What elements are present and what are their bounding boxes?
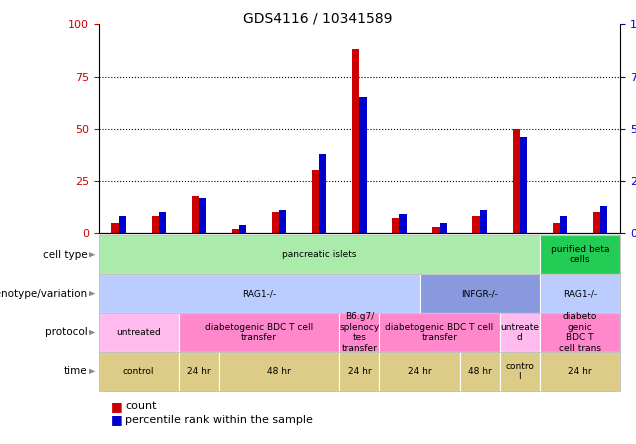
Bar: [319, 154, 326, 233]
Bar: [560, 216, 567, 233]
Text: 24 hr: 24 hr: [568, 367, 591, 376]
Bar: [232, 229, 239, 233]
Text: 48 hr: 48 hr: [267, 367, 291, 376]
Text: INFGR-/-: INFGR-/-: [461, 289, 498, 298]
Bar: [312, 170, 319, 233]
Text: 24 hr: 24 hr: [408, 367, 431, 376]
Bar: [513, 129, 520, 233]
Bar: [439, 223, 447, 233]
Text: B6.g7/
splenocy
tes
transfer: B6.g7/ splenocy tes transfer: [339, 312, 380, 353]
Bar: [111, 223, 119, 233]
Text: 24 hr: 24 hr: [187, 367, 211, 376]
Text: diabetogenic BDC T cell
transfer: diabetogenic BDC T cell transfer: [205, 323, 313, 342]
Bar: [593, 212, 600, 233]
Text: genotype/variation: genotype/variation: [0, 289, 88, 299]
Bar: [553, 223, 560, 233]
Text: untreate
d: untreate d: [501, 323, 539, 342]
Bar: [352, 49, 359, 233]
Bar: [520, 137, 527, 233]
Text: contro
l: contro l: [506, 361, 534, 381]
Bar: [279, 210, 286, 233]
Text: RAG1-/-: RAG1-/-: [242, 289, 276, 298]
Text: count: count: [125, 401, 157, 411]
Text: untreated: untreated: [116, 328, 161, 337]
Text: percentile rank within the sample: percentile rank within the sample: [125, 415, 313, 424]
Bar: [272, 212, 279, 233]
Text: 24 hr: 24 hr: [347, 367, 371, 376]
Text: 48 hr: 48 hr: [468, 367, 492, 376]
Bar: [392, 218, 399, 233]
Bar: [119, 216, 126, 233]
Bar: [399, 214, 406, 233]
Bar: [600, 206, 607, 233]
Text: diabetogenic BDC T cell
transfer: diabetogenic BDC T cell transfer: [385, 323, 494, 342]
Bar: [239, 225, 246, 233]
Text: ■: ■: [111, 400, 123, 413]
Bar: [199, 198, 206, 233]
Text: GDS4116 / 10341589: GDS4116 / 10341589: [243, 11, 393, 25]
Text: protocol: protocol: [45, 327, 88, 337]
Text: diabeto
genic
BDC T
cell trans: diabeto genic BDC T cell trans: [559, 312, 601, 353]
Text: ■: ■: [111, 413, 123, 426]
Text: time: time: [64, 366, 88, 377]
Text: RAG1-/-: RAG1-/-: [563, 289, 597, 298]
Bar: [473, 216, 480, 233]
Bar: [159, 212, 166, 233]
Bar: [359, 98, 366, 233]
Text: cell type: cell type: [43, 250, 88, 260]
Bar: [151, 216, 159, 233]
Text: pancreatic islets: pancreatic islets: [282, 250, 356, 259]
Bar: [191, 195, 199, 233]
Bar: [480, 210, 487, 233]
Bar: [432, 227, 439, 233]
Text: control: control: [123, 367, 155, 376]
Text: purified beta
cells: purified beta cells: [551, 245, 609, 265]
